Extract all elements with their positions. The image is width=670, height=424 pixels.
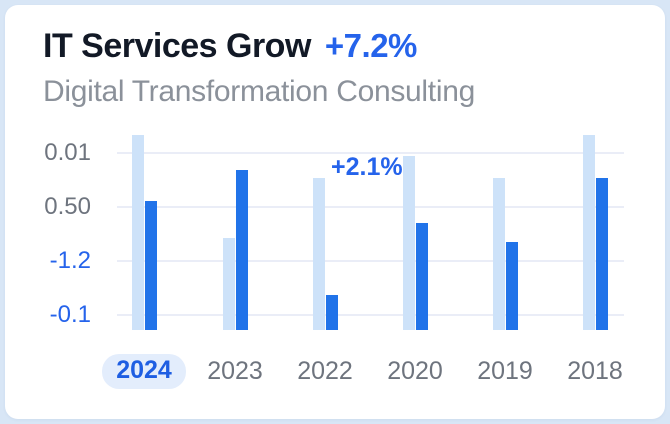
gridline-3 bbox=[117, 314, 624, 316]
y-tick-label-0.50: 0.50 bbox=[44, 193, 91, 220]
bar-chart: 0.01 0.50 -1.2 -0.1 +2.1% 2024 2023 2022 2020 2… bbox=[5, 5, 665, 419]
growth-percentage-badge: +7.2% bbox=[324, 27, 418, 64]
x-label-2022[interactable]: 2022 bbox=[297, 356, 353, 385]
bar-light-2018 bbox=[583, 135, 595, 330]
y-tick-label--0.1: -0.1 bbox=[49, 301, 91, 328]
y-tick-label-0.01: 0.01 bbox=[44, 139, 91, 166]
y-tick-label--1.2: -1.2 bbox=[49, 247, 91, 274]
chart-card: IT Services Grow +7.2% Digital Transform… bbox=[5, 5, 665, 419]
bar-light-2022 bbox=[313, 178, 325, 330]
x-label-2020[interactable]: 2020 bbox=[387, 356, 443, 385]
card-subtitle: Digital Transformation Consulting bbox=[43, 75, 475, 108]
bar-dark-2024 bbox=[145, 201, 157, 330]
bar-light-2024 bbox=[132, 135, 144, 330]
bar-dark-2023 bbox=[236, 170, 248, 330]
active-year-pill[interactable]: 2024 bbox=[102, 353, 186, 389]
bar-dark-2022 bbox=[326, 295, 338, 330]
x-label-2024[interactable]: 2024 bbox=[98, 353, 190, 389]
bar-light-2023 bbox=[223, 238, 235, 330]
x-label-2018[interactable]: 2018 bbox=[567, 356, 623, 385]
card-title: IT Services Grow bbox=[43, 27, 311, 65]
bar-dark-2018 bbox=[596, 178, 608, 330]
x-label-2019[interactable]: 2019 bbox=[477, 356, 533, 385]
gridline-2 bbox=[117, 260, 624, 262]
x-label-2023[interactable]: 2023 bbox=[207, 356, 263, 385]
bar-light-2020 bbox=[403, 156, 415, 330]
bar-dark-2020 bbox=[416, 223, 428, 330]
chart-annotation: +2.1% bbox=[331, 153, 403, 181]
gridline-0 bbox=[117, 152, 624, 154]
bar-light-2019 bbox=[493, 178, 505, 330]
card-header: IT Services Grow +7.2% Digital Transform… bbox=[43, 27, 475, 109]
bar-dark-2019 bbox=[506, 242, 518, 330]
gridline-1 bbox=[117, 206, 624, 208]
